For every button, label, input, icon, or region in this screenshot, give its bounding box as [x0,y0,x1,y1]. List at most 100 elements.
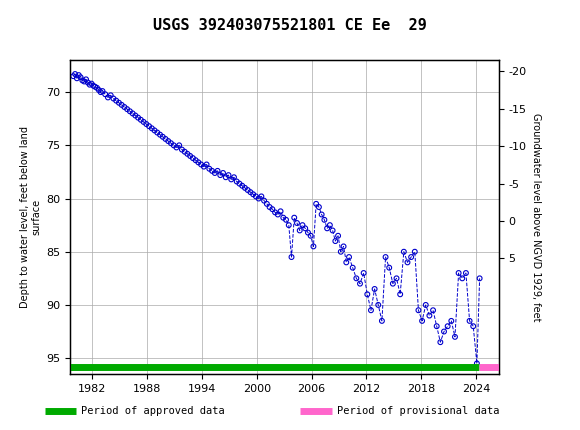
Point [208,167,217,174]
Point [232,178,241,185]
Point [328,227,337,234]
Point [76,74,85,81]
Point [199,163,208,170]
Point [155,131,165,138]
Y-axis label: Depth to water level, feet below land
surface: Depth to water level, feet below land su… [20,126,42,308]
Point [311,200,321,207]
Point [89,82,98,89]
Point [377,317,386,324]
Point [450,333,459,340]
Point [381,254,390,261]
Point [238,182,247,189]
Point [147,125,157,132]
Point [348,264,357,271]
Point [240,184,249,191]
Point [454,270,463,276]
Point [440,328,449,335]
Point [254,195,263,202]
Point [367,307,376,314]
Point [314,203,324,210]
Point [172,144,181,151]
Point [425,312,434,319]
Point [392,275,401,282]
Point [227,176,236,183]
Point [188,155,198,162]
Point [421,301,430,308]
Point [235,180,244,187]
Point [410,248,419,255]
Point [257,193,266,200]
Point [150,127,159,134]
Point [465,317,474,324]
Point [144,123,154,129]
Y-axis label: Groundwater level above NGVD 1929, feet: Groundwater level above NGVD 1929, feet [531,113,541,321]
Point [197,161,206,168]
Point [90,83,100,90]
Point [70,71,79,77]
Point [243,187,252,194]
Point [111,97,121,104]
Point [284,222,293,229]
Point [303,229,313,236]
Point [246,189,255,196]
Point [109,95,118,102]
Point [180,148,189,155]
Point [345,254,354,261]
Point [68,73,78,80]
Point [98,88,107,95]
Point [331,238,340,245]
Point [183,150,192,157]
Point [370,286,379,292]
Point [117,101,126,108]
Point [295,227,305,234]
Point [287,254,296,261]
Point [309,243,318,250]
Point [469,323,478,330]
Point [175,142,184,149]
Point [128,110,137,117]
Point [322,225,332,232]
Point [153,129,162,136]
Point [251,193,260,200]
Point [161,135,170,142]
Point [278,214,288,221]
Point [210,169,219,176]
Point [414,307,423,314]
Point [142,120,151,127]
Point [114,99,124,106]
Point [79,78,89,85]
Point [194,159,203,166]
Point [177,146,187,153]
Point [336,248,346,255]
Point [224,172,233,178]
Point [100,91,110,98]
Point [351,275,361,282]
Point [325,222,335,229]
Point [403,259,412,266]
Point [339,243,348,250]
Point [81,76,90,83]
Point [418,317,427,324]
Text: Period of provisional data: Period of provisional data [337,405,499,416]
Point [202,161,211,168]
Point [461,270,470,276]
Point [219,169,228,176]
Point [306,232,316,239]
Point [213,167,222,174]
Point [388,280,397,287]
Text: ⊠USGS: ⊠USGS [6,10,60,28]
Point [74,72,84,79]
Point [229,174,238,181]
Point [87,80,96,87]
Point [92,84,101,91]
Point [268,206,277,212]
Point [83,79,92,86]
Point [432,323,441,330]
Point [78,77,87,84]
Point [103,94,113,101]
Point [281,216,291,223]
Point [374,301,383,308]
Point [359,270,368,276]
Point [139,119,148,126]
Text: Period of approved data: Period of approved data [81,405,225,416]
